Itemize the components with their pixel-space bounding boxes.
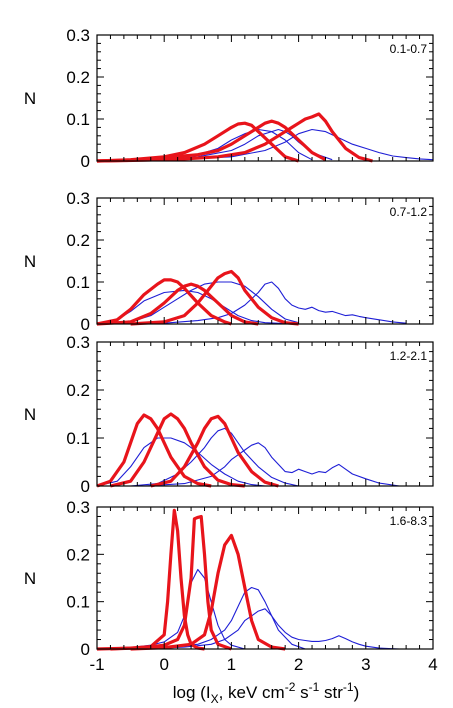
panels: 0 0.1 0.2 0.3 N 0.1-0.7 0 0.1 0.2 0.3 N 0.7-1.2 0 0.1… — [24, 26, 438, 674]
thin-blue-series-4 — [96, 437, 266, 487]
thin-blue-series-4 — [96, 289, 299, 325]
thin-blue-series-5 — [96, 281, 299, 325]
y-tick-label: 0.1 — [66, 273, 90, 292]
thick-red-series-3 — [130, 533, 286, 651]
thick-red-series-2 — [96, 119, 327, 163]
x-tick-label: 3 — [361, 655, 370, 674]
thin-blue-series-6 — [143, 608, 400, 650]
thin-blue-series-6 — [143, 442, 400, 487]
thick-red-series-2 — [110, 412, 245, 488]
y-tick-label: 0.1 — [66, 593, 90, 612]
x-axis-label: log (IX, keV cm-2 s-1 str-1) — [173, 680, 359, 706]
x-tick-label: -1 — [89, 655, 104, 674]
thick-red-series-2 — [96, 282, 259, 326]
y-tick-label: 0.1 — [66, 110, 90, 129]
y-tick-label: 0 — [81, 640, 90, 659]
panel-2: 0 0.1 0.2 0.3 N 0.7-1.2 — [24, 189, 434, 334]
y-tick-label: 0.2 — [66, 545, 90, 564]
x-tick-label: 2 — [294, 655, 303, 674]
thin-blue-series-6 — [130, 281, 407, 325]
panel-4: 00.10.20.3N1.6-8.3-1 0 1 2 3 4 — [24, 498, 438, 674]
thick-red-series-2 — [110, 514, 232, 651]
y-tick-label: 0.1 — [66, 429, 90, 448]
y-tick-label: 0 — [81, 315, 90, 334]
panel-label: 0.7-1.2 — [390, 205, 428, 219]
plot-frame — [96, 197, 434, 325]
thick-red-series-3 — [150, 414, 279, 488]
thick-red-series-1 — [96, 508, 205, 651]
y-axis-label: N — [24, 252, 36, 271]
y-tick-label: 0.3 — [66, 189, 90, 208]
thin-blue-series-4 — [96, 568, 245, 650]
y-tick-label: 0.3 — [66, 498, 90, 517]
y-tick-label: 0 — [81, 477, 90, 496]
y-tick-label: 0.2 — [66, 381, 90, 400]
y-tick-label: 0.3 — [66, 333, 90, 352]
plot-frame — [96, 34, 434, 162]
y-axis-label: N — [24, 405, 36, 424]
thick-red-series-1 — [96, 278, 232, 326]
x-tick-label: 0 — [159, 655, 168, 674]
panel-3: 0 0.1 0.2 0.3 N 1.2-2.1 — [24, 333, 434, 496]
panel-1: 0 0.1 0.2 0.3 N 0.1-0.7 — [24, 26, 434, 171]
panel-label: 1.6-8.3 — [390, 514, 428, 528]
thin-blue-series-6 — [96, 128, 434, 162]
y-tick-label: 0 — [81, 152, 90, 171]
y-tick-label: 0.2 — [66, 231, 90, 250]
y-axis-label: N — [24, 569, 36, 588]
y-tick-label: 0.2 — [66, 68, 90, 87]
thick-red-series-3 — [130, 269, 299, 326]
panel-label: 0.1-0.7 — [390, 42, 428, 56]
y-axis-label: N — [24, 89, 36, 108]
plot-frame — [96, 341, 434, 487]
x-tick-label: 4 — [428, 655, 437, 674]
x-tick-label: 1 — [227, 655, 236, 674]
y-tick-label: 0.3 — [66, 26, 90, 45]
panel-label: 1.2-2.1 — [390, 349, 428, 363]
plot-frame — [96, 506, 434, 650]
thick-red-series-1 — [96, 413, 212, 488]
thick-red-series-3 — [96, 112, 373, 163]
